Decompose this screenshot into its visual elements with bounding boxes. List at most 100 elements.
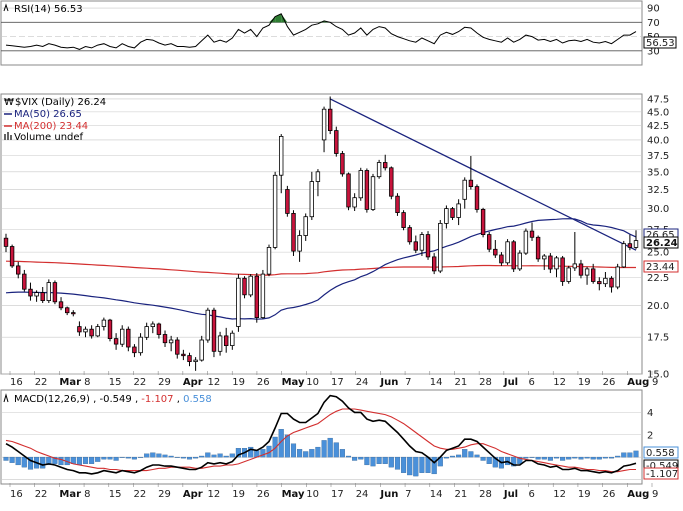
candle-body — [548, 255, 553, 270]
x-tick-label: 8 — [84, 377, 90, 388]
rsi-tick-label: 30 — [647, 46, 660, 57]
candle-body — [95, 326, 100, 337]
candle — [462, 177, 467, 209]
candle-body — [597, 281, 602, 285]
candle — [211, 307, 217, 358]
candle — [297, 230, 302, 262]
ma50-value-box: 26.65 — [646, 230, 675, 241]
candle-body — [572, 263, 577, 269]
x-tick-label: 19 — [232, 489, 245, 500]
macd-histogram-bar — [443, 456, 449, 459]
candle — [199, 335, 204, 362]
macd-histogram-bar — [407, 456, 413, 476]
legend-icon: ₩ — [4, 97, 14, 108]
x-tick-label: 9 — [652, 377, 658, 388]
candle-body — [627, 243, 633, 248]
candle-body — [358, 170, 363, 199]
candle — [150, 321, 155, 334]
macd-histogram-bar — [205, 452, 211, 458]
macd-line — [5, 394, 637, 475]
x-tick-label: 26 — [603, 377, 616, 388]
x-tick-label: May — [282, 489, 305, 500]
candle — [175, 337, 180, 359]
x-tick-label: 9 — [652, 489, 658, 500]
macd-histogram-bar — [578, 456, 584, 460]
macd-histogram-bar — [413, 456, 419, 477]
candle-body — [89, 328, 94, 337]
candle-body — [615, 266, 620, 288]
macd-histogram-bar — [46, 456, 52, 466]
candle-body — [156, 323, 162, 335]
candle-body — [303, 216, 308, 236]
candle — [83, 326, 88, 338]
macd-histogram-bar — [235, 448, 241, 458]
macd-histogram-bar — [602, 456, 608, 459]
x-tick-label: 15 — [109, 377, 122, 388]
candle-body — [578, 263, 584, 276]
macd-tick-label: 2 — [647, 430, 653, 441]
macd-tick-label: 4 — [647, 408, 653, 419]
x-tick-label: 14 — [430, 489, 443, 500]
candle-body — [242, 277, 247, 296]
rsi-tick-label: 90 — [647, 4, 660, 15]
candle — [266, 244, 272, 277]
candle — [168, 335, 174, 352]
x-tick-label: Jul — [503, 489, 518, 500]
macd-histogram-bar — [40, 456, 46, 469]
candle-body — [346, 173, 351, 208]
candle-body — [236, 277, 241, 327]
rsi-tick-label: 70 — [647, 18, 660, 29]
candle — [254, 273, 259, 323]
macd-histogram-bar — [566, 456, 572, 460]
rsi-value-box: 56.53 — [643, 36, 677, 49]
rsi-icon — [3, 3, 9, 12]
macd-histogram-bar — [168, 455, 174, 458]
rsi-value-text: 56.53 — [646, 38, 675, 49]
candle — [71, 310, 76, 317]
candle-body — [101, 319, 107, 327]
candle-body — [462, 179, 467, 200]
candle-body — [211, 309, 217, 352]
price-tick-label: 20.0 — [647, 301, 669, 312]
x-tick-label: 12 — [208, 489, 221, 500]
x-tick-label: Jul — [503, 377, 518, 388]
candle — [77, 321, 82, 336]
legend-ma200: MA(200) 23.44 — [14, 121, 88, 132]
x-tick-label: 16 — [10, 489, 23, 500]
x-axis-top: 16 22 Mar 8 15 22 29 Apr 12 19 26 May 10 17 24 Jun 7 14 21… — [9, 371, 658, 388]
x-tick-label: 28 — [479, 489, 492, 500]
macd-histogram-bar — [431, 456, 437, 475]
candle — [450, 207, 455, 221]
candle — [113, 333, 119, 350]
price-tick-label: 37.5 — [647, 151, 669, 162]
macd-legend: MACD(12,26,9) , -0.549 , -1.107 , 0.558 — [3, 393, 212, 405]
candle-body — [529, 230, 535, 238]
macd-histogram-bar — [272, 436, 278, 458]
x-tick-label: 12 — [553, 377, 566, 388]
candle — [248, 274, 253, 298]
x-tick-label: 22 — [133, 377, 146, 388]
macd-histogram-bar — [560, 456, 566, 461]
candle — [438, 220, 443, 274]
x-tick-label: 12 — [553, 489, 566, 500]
macd-box-hist: 0.558 — [646, 448, 675, 459]
candle-body — [468, 179, 474, 187]
candle — [370, 173, 376, 212]
macd-histogram-bar — [333, 442, 339, 458]
macd-histogram-bar — [162, 454, 168, 458]
candle — [230, 330, 235, 350]
macd-histogram-bar — [229, 453, 235, 458]
macd-histogram-bar — [523, 456, 529, 459]
macd-value-boxes: 0.558 -0.549 -1.107 — [643, 446, 679, 480]
candle — [132, 344, 137, 358]
candle — [65, 306, 70, 316]
macd-histogram-bar — [352, 456, 358, 461]
macd-histogram-bar — [186, 456, 193, 460]
macd-histogram-bar — [627, 452, 633, 458]
candle — [34, 290, 39, 302]
candle-body — [83, 328, 88, 333]
macd-histogram-bar — [76, 456, 82, 466]
candle-body — [560, 257, 565, 282]
candle — [633, 230, 639, 250]
candle-body — [480, 208, 486, 235]
